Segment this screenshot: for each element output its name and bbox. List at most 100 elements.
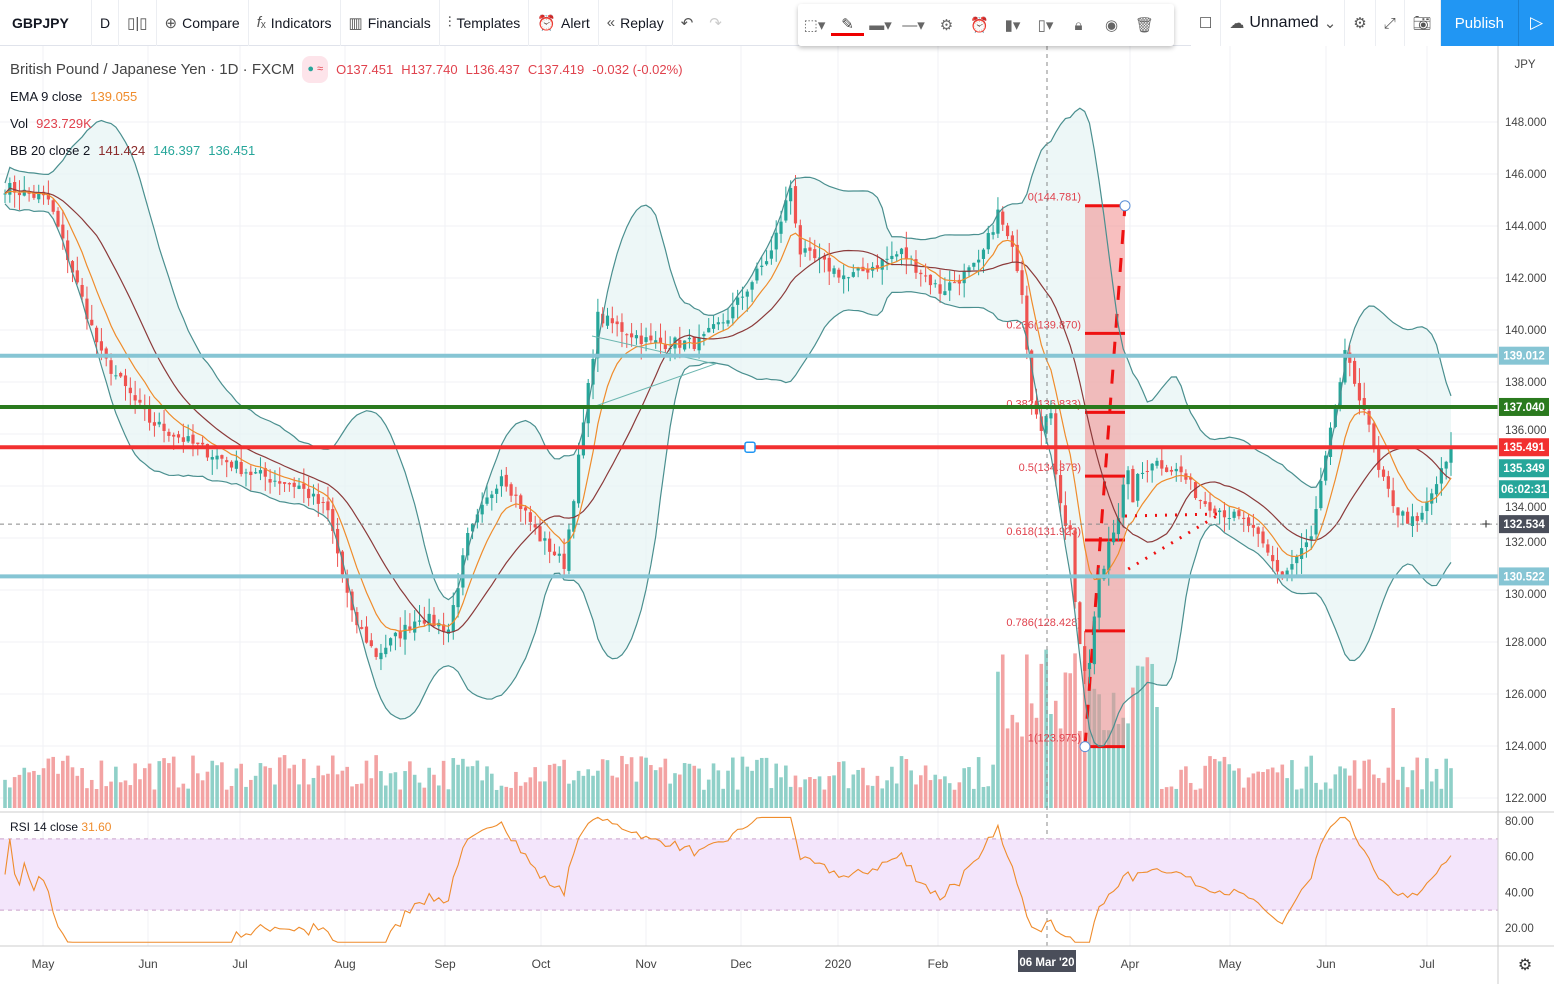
chart-canvas[interactable]: 0(144.781)0.236(139.870)0.382(136.833)0.… [0, 46, 1554, 984]
candle [1179, 455, 1183, 482]
candle [1353, 357, 1357, 387]
fib-handle[interactable] [1079, 741, 1091, 753]
rsi-label[interactable]: RSI 14 close [10, 820, 79, 834]
candle-body [952, 282, 957, 284]
volume-bar [1039, 663, 1044, 808]
candle-body [817, 257, 822, 259]
line-style-icon[interactable]: —▾ [902, 17, 925, 34]
undo-icon[interactable]: ↶ [680, 14, 694, 32]
compare-button[interactable]: ⊕ Compare [157, 0, 249, 46]
template-icon[interactable]: ▮▾ [1004, 17, 1021, 34]
volume-bar [234, 768, 239, 808]
candle-body [456, 588, 460, 608]
volume-bar [841, 761, 846, 808]
volume-bar [335, 774, 340, 808]
interval-button[interactable]: D [92, 0, 120, 46]
bb-label[interactable]: BB 20 close 2 [10, 143, 91, 158]
volume-bar [1044, 649, 1048, 808]
candle [890, 241, 894, 266]
candle-body [1386, 476, 1390, 489]
redo-icon[interactable]: ↷ [709, 14, 722, 32]
templates-button[interactable]: ⫶ Templates [440, 0, 530, 46]
candle-body [562, 553, 566, 569]
rsi-value: 31.60 [81, 820, 112, 834]
candle-body [822, 256, 826, 260]
volume-bar [721, 788, 725, 808]
add-alert-icon[interactable]: ⏰ [970, 17, 989, 34]
play-circle-icon[interactable]: ▷ [1518, 0, 1554, 46]
layout-button[interactable]: ☁ Unnamed ⌄ [1221, 0, 1346, 46]
volume-bar [142, 768, 147, 808]
volume-bar [1275, 772, 1280, 808]
volume-bar [1444, 758, 1448, 808]
volume-bar [249, 779, 253, 808]
candle [1449, 432, 1453, 476]
fib-handle[interactable] [1119, 200, 1131, 212]
camera-icon[interactable]: 📷︎ [1405, 0, 1441, 46]
candle-body [1420, 512, 1424, 520]
candles-icon[interactable]: ▯|▯ [119, 0, 157, 46]
crosshair-plus-icon[interactable]: + [1482, 516, 1491, 533]
volume-bar [128, 785, 133, 808]
indicators-button[interactable]: fₓ Indicators [249, 0, 341, 46]
volume-bar [224, 789, 229, 808]
candle-body [755, 268, 759, 281]
trash-icon[interactable]: 🗑︎ [1134, 17, 1155, 34]
ema-label[interactable]: EMA 9 close [10, 89, 83, 104]
candle-body [61, 224, 65, 239]
candle [389, 637, 393, 652]
visibility-icon[interactable]: ◉ [1104, 17, 1119, 34]
volume-bar [1251, 773, 1256, 808]
financials-button[interactable]: ▥ Financials [341, 0, 440, 46]
candle-body [360, 627, 364, 629]
candle-body [890, 255, 894, 260]
line-handle[interactable] [744, 441, 756, 453]
line-width-icon[interactable]: ▬▾ [869, 17, 892, 34]
expand-icon[interactable]: ⤢ [1376, 0, 1405, 46]
pencil-color-icon[interactable]: ✎ [831, 15, 864, 36]
candle [80, 277, 84, 303]
volume-bar [967, 767, 971, 808]
volume-bar [393, 772, 398, 808]
symbol-search[interactable]: GBPJPY [0, 0, 92, 46]
candle-body [1324, 455, 1328, 481]
candle-body [90, 319, 94, 326]
candle [557, 546, 561, 563]
candle [427, 598, 431, 632]
alert-button[interactable]: ⏰ Alert [529, 0, 599, 46]
volume-bar [46, 758, 51, 808]
candle [1208, 492, 1212, 518]
settings-icon[interactable]: ⚙ [939, 17, 954, 34]
volume-bar [1063, 672, 1068, 808]
candle [962, 263, 966, 298]
settings-gear-icon[interactable]: ⚙ [1518, 957, 1532, 974]
candle [1193, 480, 1198, 500]
publish-button[interactable]: Publish [1440, 0, 1518, 46]
volume-bar [1140, 666, 1145, 808]
replay-button[interactable]: «Replay [599, 0, 673, 46]
candle-body [1169, 469, 1174, 472]
volume-bar [793, 775, 798, 808]
volume-bar [1150, 663, 1154, 808]
lock-icon[interactable]: 🔒︎ [1074, 16, 1083, 34]
candle [803, 240, 807, 257]
volume-bar [759, 757, 764, 808]
candle-body [986, 233, 990, 250]
volume-bar [1347, 775, 1352, 808]
clone-icon[interactable]: ▯▾ [1037, 17, 1054, 34]
volume-bar [229, 785, 234, 808]
candle [533, 515, 537, 535]
horizontal-lines[interactable] [0, 46, 1498, 946]
fib-retracement[interactable]: 0(144.781)0.236(139.870)0.382(136.833)0.… [1006, 192, 1131, 753]
candle-body [495, 488, 499, 494]
currency-label[interactable]: JPY [1514, 59, 1535, 71]
candle [793, 175, 798, 228]
volume-bar [215, 765, 219, 808]
candle-body [1246, 517, 1251, 526]
gear-icon[interactable]: ⚙ [1345, 0, 1376, 46]
fullscreen-square-icon[interactable]: ☐ [1191, 0, 1222, 46]
drag-select-icon[interactable]: ⬚▾ [803, 17, 826, 34]
candle-body [1102, 568, 1106, 580]
candle-body [779, 221, 783, 234]
vol-label[interactable]: Vol [10, 116, 29, 131]
